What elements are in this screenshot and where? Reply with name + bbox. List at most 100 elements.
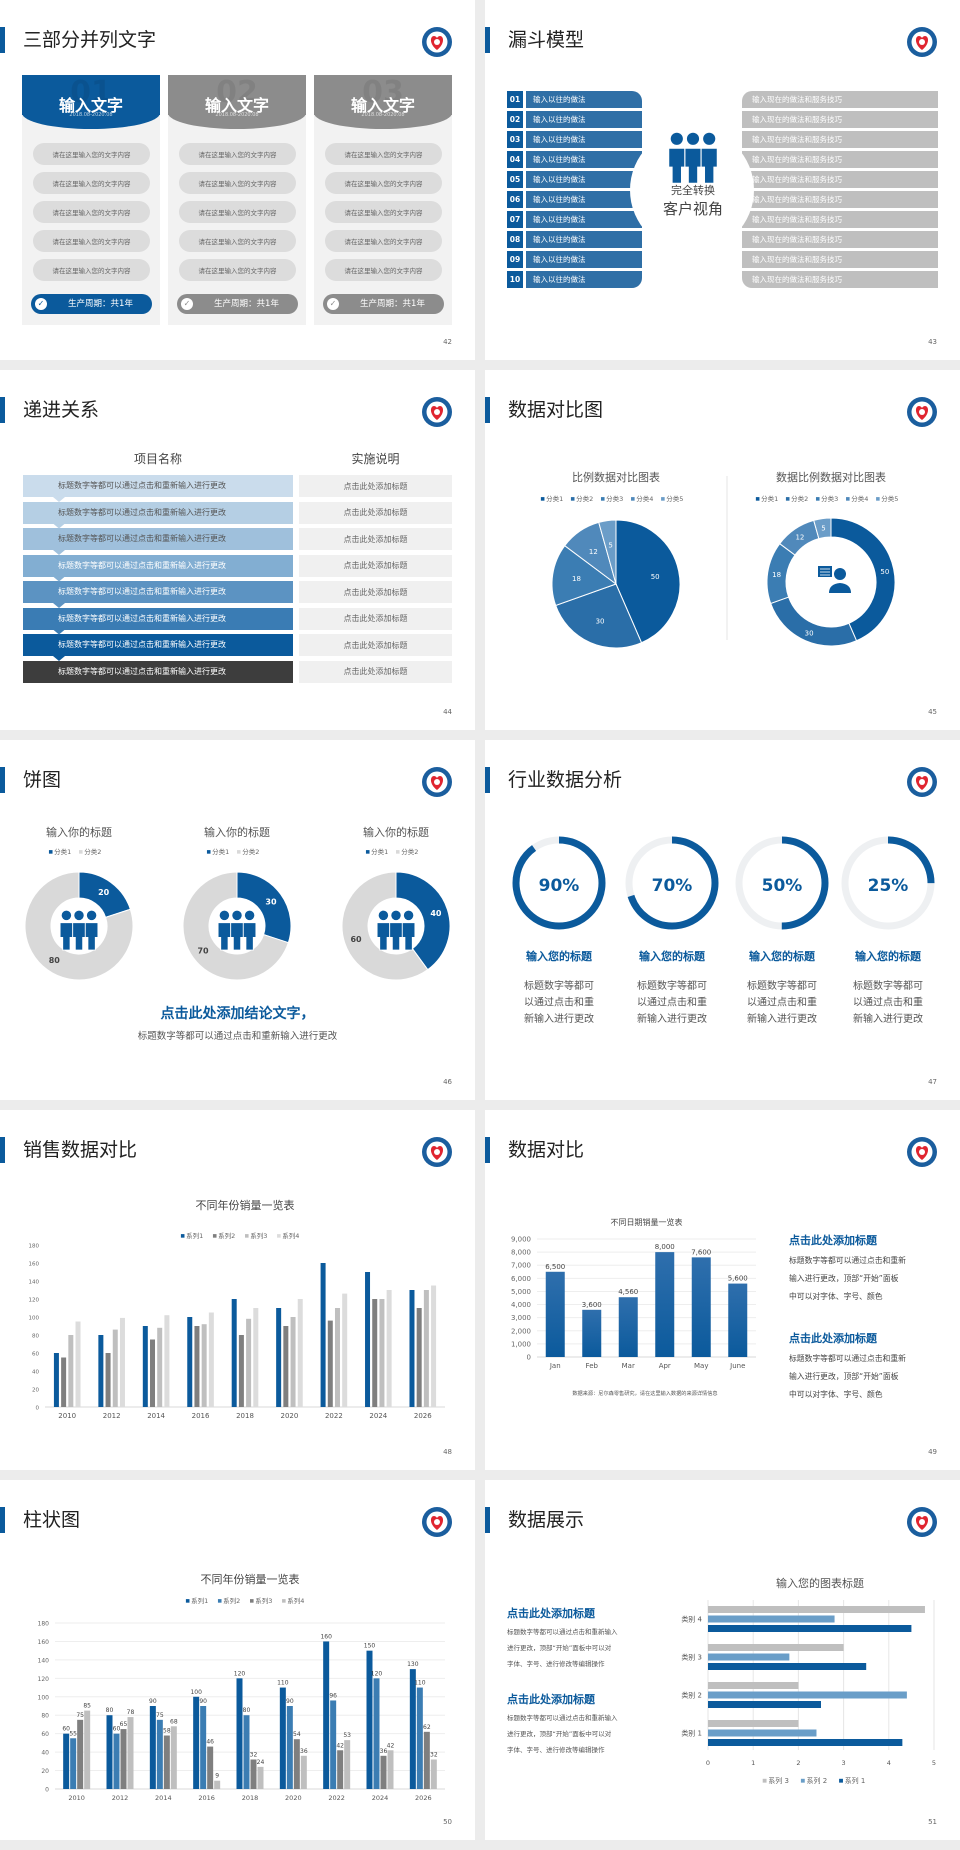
content-pill[interactable]: 请在这里输入您的文字内容 — [179, 201, 296, 223]
past-practice-bar[interactable]: 输入以往的做法 — [526, 251, 642, 268]
legend-label: 分类3 — [606, 494, 623, 503]
past-practice-bar[interactable]: 输入以往的做法 — [526, 111, 642, 128]
step-bar[interactable]: 标题数字等都可以通过点击和重新输入进行更改 — [23, 607, 293, 630]
data-label: 85 — [83, 1703, 91, 1710]
slide-industry[interactable]: 行业数据分析 47 90% 输入您的标题 标题数字等都可 以通过点击和重 新输入进行更改 70… — [485, 740, 960, 1100]
content-pill[interactable]: 请在这里输入您的文字内容 — [179, 259, 296, 281]
content-pill[interactable]: 请在这里输入您的文字内容 — [179, 230, 296, 252]
block-heading: 点击此处添加标题 — [507, 1606, 596, 1620]
current-practice-bar[interactable]: 输入现在的做法和服务技巧 — [742, 251, 938, 268]
content-pill[interactable]: 请在这里输入您的文字内容 — [33, 172, 150, 194]
x-tick-label: Jan — [549, 1362, 561, 1370]
legend-label: 分类1 — [54, 847, 71, 856]
step-bar[interactable]: 标题数字等都可以通过点击和重新输入进行更改 — [23, 528, 293, 550]
slide-compare[interactable]: 数据对比图 45 比例数据对比图表 分类1 分类2 分类3 分类4 分类5 50 30 18 12 5 数… — [485, 370, 960, 730]
bar — [157, 1327, 163, 1407]
x-tick-label: 4 — [887, 1759, 891, 1767]
slide-display[interactable]: 数据展示 51 输入您的图表标题 0 1 2 3 4 5 类别 1 类别 2 类别 3 类别 4 系列 3… — [485, 1480, 960, 1840]
footer-pill[interactable]: ✓ 生产周期：共1年 — [323, 294, 444, 314]
step-description[interactable]: 点击此处添加标题 — [299, 581, 452, 603]
step-bar[interactable]: 标题数字等都可以通过点击和重新输入进行更改 — [23, 581, 293, 603]
slide-columns[interactable]: 柱状图 50 不同年份销量一览表 系列1 系列2 系列3 系列4 0 20 40 60 80 100 12… — [0, 1480, 475, 1840]
step-description[interactable]: 点击此处添加标题 — [299, 634, 452, 656]
past-practice-bar[interactable]: 输入以往的做法 — [526, 191, 642, 208]
legend-label: 分类1 — [546, 494, 563, 503]
past-practice-bar[interactable]: 输入以往的做法 — [526, 211, 642, 228]
step-bar[interactable]: 标题数字等都可以通过点击和重新输入进行更改 — [23, 475, 293, 497]
content-pill[interactable]: 请在这里输入您的文字内容 — [325, 230, 442, 252]
current-practice-bar[interactable]: 输入现在的做法和服务技巧 — [742, 91, 938, 108]
x-tick-label: 1 — [751, 1759, 755, 1767]
item-description: 新输入进行更改 — [747, 1012, 817, 1025]
slide-sales[interactable]: 销售数据对比 48 不同年份销量一览表 系列1 系列2 系列3 系列4 0 20 40 60 80 10… — [0, 1110, 475, 1470]
current-practice-bar[interactable]: 输入现在的做法和服务技巧 — [742, 271, 938, 288]
data-label: 78 — [127, 1709, 135, 1716]
slide-progression[interactable]: 递进关系 44 项目名称 实施说明 标题数字等都可以通过点击和重新输入进行更改 点击此处添… — [0, 370, 475, 730]
content-pill[interactable]: 请在这里输入您的文字内容 — [33, 143, 150, 165]
past-practice-bar[interactable]: 输入以往的做法 — [526, 171, 642, 188]
content-pill[interactable]: 请在这里输入您的文字内容 — [33, 201, 150, 223]
step-bar[interactable]: 标题数字等都可以通过点击和重新输入进行更改 — [23, 660, 293, 683]
step-description[interactable]: 点击此处添加标题 — [299, 475, 452, 497]
legend-label: 系列4 — [282, 1231, 299, 1240]
current-practice-bar[interactable]: 输入现在的做法和服务技巧 — [742, 211, 938, 228]
logo-icon — [907, 397, 937, 427]
current-practice-bar[interactable]: 输入现在的做法和服务技巧 — [742, 231, 938, 248]
logo-icon — [907, 1507, 937, 1537]
past-practice-bar[interactable]: 输入以往的做法 — [526, 131, 642, 148]
legend-swatch — [180, 1234, 185, 1238]
people-group-icon — [668, 132, 718, 184]
data-label: 90 — [149, 1698, 157, 1705]
legend-label: 系列4 — [287, 1596, 304, 1605]
current-practice-bar[interactable]: 输入现在的做法和服务技巧 — [742, 191, 938, 208]
current-practice-bar[interactable]: 输入现在的做法和服务技巧 — [742, 131, 938, 148]
legend-label: 系列3 — [250, 1231, 267, 1240]
content-pill[interactable]: 请在这里输入您的文字内容 — [325, 259, 442, 281]
current-practice-bar[interactable]: 输入现在的做法和服务技巧 — [742, 171, 938, 188]
legend-item: 分类1 — [540, 494, 563, 503]
past-practice-bar[interactable]: 输入以往的做法 — [526, 231, 642, 248]
step-description[interactable]: 点击此处添加标题 — [299, 607, 452, 630]
current-practice-bar[interactable]: 输入现在的做法和服务技巧 — [742, 151, 938, 168]
slide-title: 数据对比 — [508, 1139, 585, 1161]
block-heading: 点击此处添加标题 — [789, 1233, 878, 1247]
content-pill[interactable]: 请在这里输入您的文字内容 — [179, 143, 296, 165]
step-description[interactable]: 点击此处添加标题 — [299, 528, 452, 550]
step-bar[interactable]: 标题数字等都可以通过点击和重新输入进行更改 — [23, 554, 293, 577]
step-description[interactable]: 点击此处添加标题 — [299, 554, 452, 577]
y-tick-label: 0 — [45, 1787, 49, 1794]
current-practice-bar[interactable]: 输入现在的做法和服务技巧 — [742, 111, 938, 128]
slide-datacompare[interactable]: 数据对比 49 不同日期销量一览表 0 1,000 2,000 3,000 4,000 5,00… — [485, 1110, 960, 1470]
past-practice-bar[interactable]: 输入以往的做法 — [526, 271, 642, 288]
bar — [337, 1750, 344, 1789]
legend-label: 分类1 — [212, 847, 229, 856]
content-pill[interactable]: 请在这里输入您的文字内容 — [33, 259, 150, 281]
past-practice-bar[interactable]: 输入以往的做法 — [526, 151, 642, 168]
y-category-label: 类别 4 — [681, 1615, 702, 1624]
content-pill[interactable]: 请在这里输入您的文字内容 — [325, 143, 442, 165]
slide-funnel[interactable]: 漏斗模型 43 01 输入以往的做法 02 输入以往的做法 03 输入以往的做法 04 输入以往的… — [485, 0, 960, 360]
step-description[interactable]: 点击此处添加标题 — [299, 660, 452, 683]
slide-pies[interactable]: 饼图 46 输入你的标题 分类1 分类2 20 80 输入你的标题 分类1 分类2 30 70 输入你的… — [0, 740, 475, 1100]
step-bar[interactable]: 标题数字等都可以通过点击和重新输入进行更改 — [23, 634, 293, 656]
content-pill[interactable]: 请在这里输入您的文字内容 — [325, 172, 442, 194]
content-pill[interactable]: 请在这里输入您的文字内容 — [179, 172, 296, 194]
content-pill[interactable]: 请在这里输入您的文字内容 — [33, 230, 150, 252]
y-tick-label: 4,000 — [511, 1301, 531, 1309]
step-bar[interactable]: 标题数字等都可以通过点击和重新输入进行更改 — [23, 501, 293, 524]
footer-pill[interactable]: ✓ 生产周期：共1年 — [177, 294, 298, 314]
y-tick-label: 40 — [32, 1370, 39, 1376]
x-tick-label: 2026 — [415, 1794, 432, 1802]
data-label: 130 — [407, 1661, 419, 1668]
bar — [330, 1700, 337, 1789]
person-body — [389, 922, 403, 951]
person-body — [376, 922, 391, 951]
legend-label: 系列1 — [191, 1596, 208, 1605]
person-head — [244, 910, 255, 921]
content-pill[interactable]: 请在这里输入您的文字内容 — [325, 201, 442, 223]
slide-parallel[interactable]: 三部分并列文字 42 01 输入文字 2018.08-2020.08 请在这里输入您的文字… — [0, 0, 475, 360]
title-accent-bar — [485, 1137, 490, 1163]
step-description[interactable]: 点击此处添加标题 — [299, 501, 452, 524]
past-practice-bar[interactable]: 输入以往的做法 — [526, 91, 642, 108]
footer-pill[interactable]: ✓ 生产周期：共1年 — [31, 294, 152, 314]
